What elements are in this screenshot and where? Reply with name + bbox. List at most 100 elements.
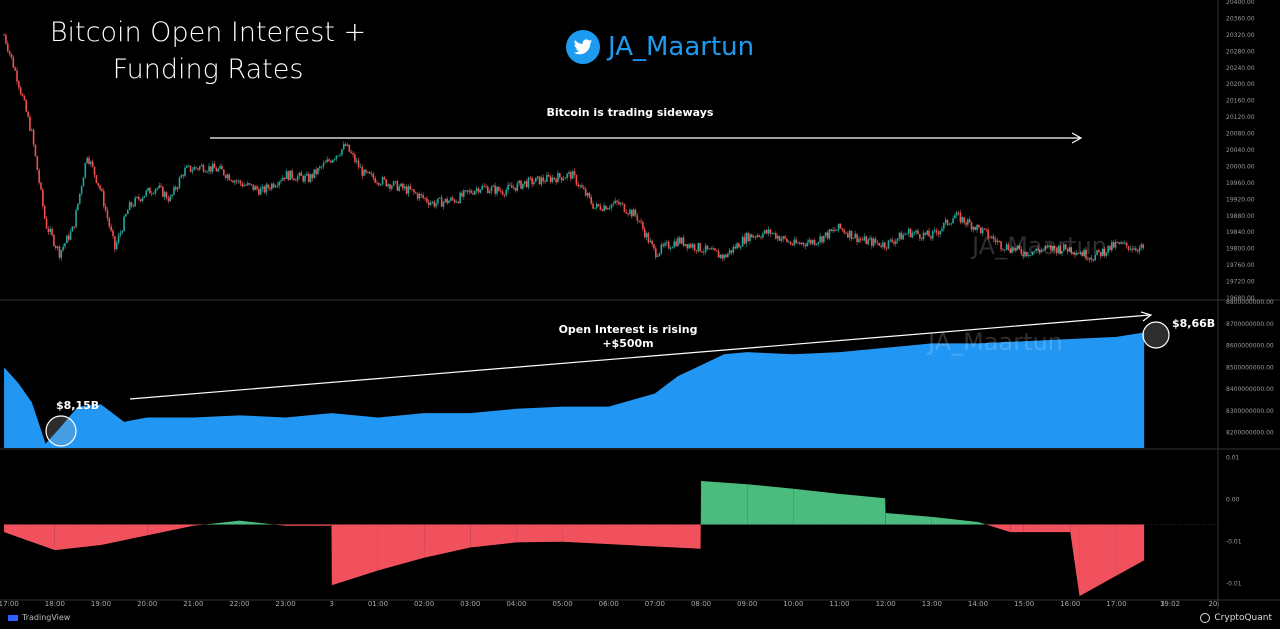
price-candle <box>300 172 303 176</box>
oi-axis-tick: 8600000000.00 <box>1226 343 1274 350</box>
price-candle <box>697 243 700 252</box>
price-candle <box>219 165 221 169</box>
price-candle <box>270 183 273 190</box>
price-candle <box>1057 246 1060 254</box>
price-candle <box>1064 244 1067 250</box>
price-candle <box>311 174 314 178</box>
price-candle <box>784 236 786 239</box>
price-candle <box>483 185 485 187</box>
price-candle <box>1122 242 1124 244</box>
price-candle <box>294 179 297 181</box>
price-candle <box>468 190 471 192</box>
price-candle <box>963 217 965 223</box>
price-candle <box>490 186 493 192</box>
price-candle <box>93 166 96 176</box>
price-candle <box>1136 250 1139 252</box>
price-candle <box>1123 242 1126 244</box>
price-candle <box>763 230 766 234</box>
price-candle <box>413 189 415 193</box>
price-axis-tick: 20080.00 <box>1226 131 1255 138</box>
watermark-price: JA_Maartun <box>972 232 1107 260</box>
price-candle <box>16 70 18 82</box>
time-axis-tick: 06:00 <box>599 600 619 608</box>
price-candle <box>902 234 905 240</box>
price-candle <box>1059 246 1061 254</box>
price-candle <box>350 151 352 154</box>
price-candle <box>318 166 321 168</box>
price-candle <box>444 198 447 202</box>
funding-negative-area <box>377 524 425 571</box>
price-candle <box>1061 250 1063 254</box>
price-candle <box>850 230 853 239</box>
price-candle <box>1129 248 1132 250</box>
price-candle <box>62 246 64 251</box>
time-axis-tick: 07:00 <box>645 600 665 608</box>
funding-negative-area <box>274 524 286 526</box>
price-candle <box>727 253 729 258</box>
price-candle <box>547 174 550 177</box>
price-candle <box>145 190 148 196</box>
price-candle <box>307 173 310 182</box>
price-candle <box>123 216 125 232</box>
price-candle <box>810 239 812 244</box>
price-candle <box>699 243 701 252</box>
price-candle <box>1085 249 1087 259</box>
price-candle <box>1013 247 1015 251</box>
price-candle <box>725 254 727 258</box>
oi-axis-tick: 8200000000.00 <box>1226 430 1274 437</box>
price-candle <box>84 162 87 178</box>
price-candle <box>470 190 472 193</box>
price-candle <box>991 236 993 238</box>
price-candle <box>835 230 838 231</box>
price-candle <box>536 176 539 178</box>
price-candle <box>90 161 92 164</box>
price-candle <box>1009 250 1012 253</box>
price-candle <box>291 170 293 179</box>
oi-annotation-line-1: Open Interest is rising <box>558 323 698 336</box>
price-candle <box>263 186 266 193</box>
price-candle <box>608 208 611 209</box>
price-candle <box>54 245 57 248</box>
price-candle <box>968 219 971 223</box>
price-candle <box>691 244 694 248</box>
price-candle <box>955 212 958 216</box>
price-candle <box>655 248 657 258</box>
price-candle <box>492 185 495 187</box>
price-candle <box>743 236 746 244</box>
funding-positive-area <box>239 520 275 525</box>
price-candle <box>799 242 801 244</box>
price-candle <box>974 226 977 230</box>
price-candle <box>357 160 360 168</box>
price-candle <box>390 185 393 189</box>
price-candle <box>972 226 975 230</box>
price-candle <box>520 180 522 189</box>
price-candle <box>130 202 133 207</box>
price-candle <box>595 203 598 208</box>
price-candle <box>797 242 799 244</box>
price-candle <box>346 144 349 146</box>
price-candle <box>891 239 893 243</box>
price-candle <box>160 185 162 187</box>
price-candle <box>352 153 354 155</box>
price-candle <box>1096 250 1098 255</box>
price-candle <box>915 230 917 233</box>
price-candle <box>643 228 646 238</box>
price-candle <box>523 181 526 184</box>
price-candle <box>939 231 941 235</box>
price-candle <box>1005 244 1008 250</box>
price-candle <box>762 233 764 238</box>
price-candle <box>226 174 229 179</box>
price-candle <box>961 217 964 223</box>
price-candle <box>154 189 157 194</box>
price-candle <box>1066 249 1069 252</box>
price-candle <box>370 173 373 175</box>
price-candle <box>527 177 530 188</box>
price-candle <box>834 229 836 231</box>
price-candle <box>989 237 991 239</box>
price-candle <box>614 200 616 204</box>
price-candle <box>751 234 753 238</box>
oi-axis-tick: 8300000000.00 <box>1226 408 1274 415</box>
price-candle <box>462 190 465 197</box>
time-axis-tick: 02:00 <box>414 600 434 608</box>
price-candle <box>883 242 886 248</box>
